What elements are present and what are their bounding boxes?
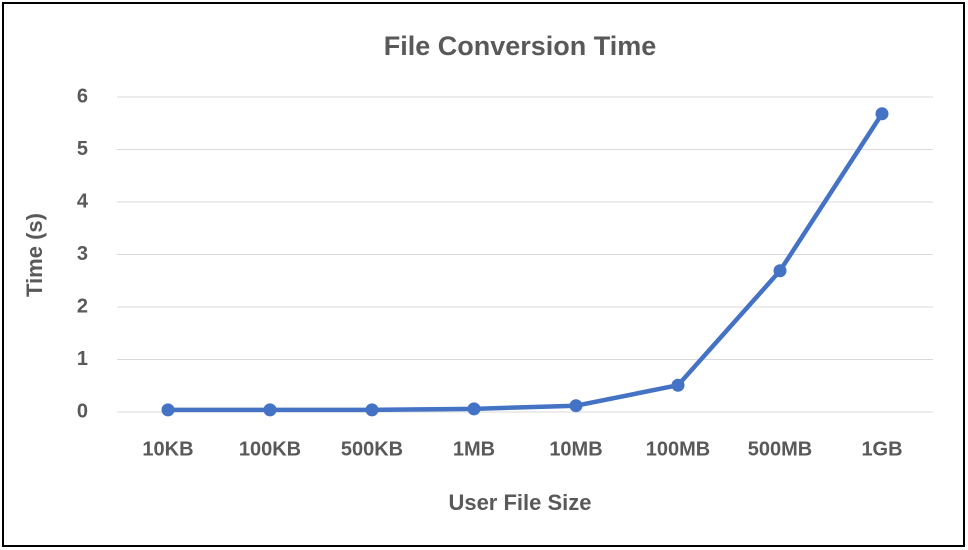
data-point — [161, 403, 175, 417]
data-point — [569, 399, 583, 413]
x-tick-label: 100KB — [239, 438, 301, 460]
y-axis-title: Time (s) — [22, 213, 47, 297]
x-tick-label: 500MB — [748, 438, 812, 460]
data-point — [773, 264, 787, 278]
data-point — [875, 107, 889, 121]
data-point — [263, 403, 277, 417]
chart-title: File Conversion Time — [384, 31, 657, 61]
data-point — [365, 403, 379, 417]
x-tick-label: 1MB — [453, 438, 495, 460]
x-tick-label: 500KB — [341, 438, 403, 460]
data-point — [467, 402, 481, 416]
y-tick-label: 3 — [77, 243, 88, 265]
y-tick-label: 5 — [77, 138, 88, 160]
y-tick-label: 1 — [77, 348, 88, 370]
x-axis-title: User File Size — [448, 490, 591, 515]
x-tick-label: 100MB — [646, 438, 710, 460]
y-tick-label: 4 — [77, 190, 89, 212]
x-tick-label: 10MB — [549, 438, 602, 460]
y-tick-label: 0 — [77, 400, 88, 422]
x-tick-label: 10KB — [142, 438, 193, 460]
y-tick-label: 2 — [77, 295, 88, 317]
y-tick-label: 6 — [77, 85, 88, 107]
x-tick-label: 1GB — [861, 438, 902, 460]
data-point — [671, 378, 685, 392]
data-line — [168, 112, 884, 413]
